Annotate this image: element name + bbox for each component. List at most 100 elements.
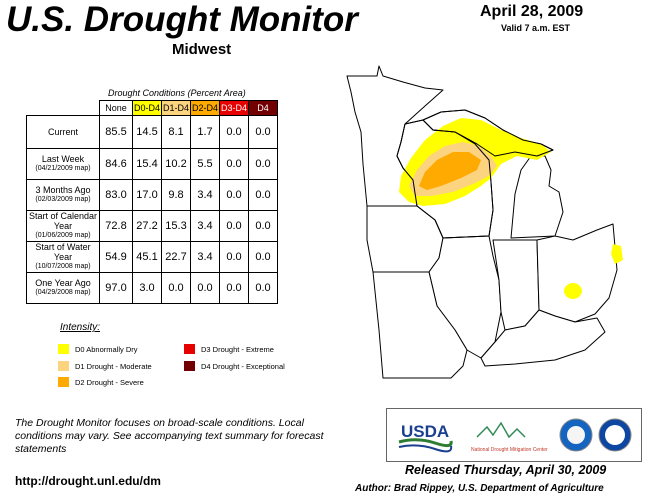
table-cell: 3.4 [190, 179, 220, 211]
row-sublabel: (10/07/2008 map) [35, 263, 91, 270]
row-label-text: Current [47, 127, 78, 137]
commerce-seal-inner [567, 426, 585, 444]
row-sublabel: (02/03/2009 map) [35, 196, 91, 203]
table-cell: 0.0 [219, 241, 249, 273]
column-header: D2-D4 [190, 100, 220, 116]
drought-area-ohio-d0 [611, 244, 623, 264]
table-cell: 9.8 [161, 179, 191, 211]
table-cell: 0.0 [219, 210, 249, 242]
table-cell: 0.0 [248, 272, 278, 304]
table-cell: 15.4 [132, 148, 162, 180]
table-cell: 0.0 [219, 148, 249, 180]
row-label: 3 Months Ago (02/03/2009 map) [26, 179, 100, 211]
table-cell: 0.0 [190, 272, 220, 304]
agency-logos: USDA National Drought Mitigation Center [386, 408, 642, 462]
row-label: Start of Calendar Year (01/06/2009 map) [26, 210, 100, 242]
table-body: Current 85.5 14.5 8.1 1.7 0.0 0.0 Last Week (04/… [26, 115, 278, 304]
legend-swatch [184, 344, 195, 354]
legend-label: D3 Drought - Extreme [201, 344, 274, 354]
table-cell: 45.1 [132, 241, 162, 273]
table-cell: 85.5 [99, 115, 133, 149]
state-ohio [536, 223, 618, 323]
row-sublabel: (04/29/2008 map) [35, 289, 91, 296]
row-label-text: Start of Calendar Year [28, 211, 98, 231]
legend-swatch [184, 361, 195, 371]
row-label: Current [26, 115, 100, 149]
disclaimer-note: The Drought Monitor focuses on broad-sca… [15, 417, 324, 455]
legend-item-d2: D2 Drought - Severe [58, 377, 144, 387]
map-date: April 28, 2009 [480, 3, 584, 20]
legend-swatch [58, 361, 69, 371]
website-link[interactable]: http://drought.unl.edu/dm [15, 474, 161, 488]
row-label-text: One Year Ago [35, 278, 91, 288]
table-cell: 0.0 [248, 115, 278, 149]
usda-swoosh-2 [398, 444, 453, 453]
author-line: Author: Brad Rippey, U.S. Department of … [355, 483, 604, 494]
table-cell: 14.5 [132, 115, 162, 149]
table-cell: 27.2 [132, 210, 162, 242]
table-cell: 97.0 [99, 272, 133, 304]
table-cell: 1.7 [190, 115, 220, 149]
table-cell: 0.0 [219, 272, 249, 304]
table-row: Current 85.5 14.5 8.1 1.7 0.0 0.0 [26, 115, 278, 149]
table-caption: Drought Conditions (Percent Area) [108, 88, 246, 98]
drought-conditions-table: None D0-D4 D1-D4 D2-D4 D3-D4 D4 Current 8… [26, 100, 278, 304]
table-cell: 17.0 [132, 179, 162, 211]
legend-label: D4 Drought - Exceptional [201, 361, 285, 371]
usda-swoosh [398, 438, 453, 448]
legend-title: Intensity: [60, 322, 101, 333]
ndmc-logo: National Drought Mitigation Center [471, 447, 548, 453]
table-cell: 3.0 [132, 272, 162, 304]
table-row: 3 Months Ago (02/03/2009 map) 83.0 17.0 9.8 3… [26, 179, 278, 211]
row-label-text: Start of Water Year [35, 242, 91, 262]
row-label-text: 3 Months Ago [35, 185, 91, 195]
table-row: One Year Ago (04/29/2008 map) 97.0 3.0 0.0 0.… [26, 272, 278, 304]
usda-logo: USDA [401, 422, 449, 441]
logos-graphic: USDA National Drought Mitigation Center [398, 417, 632, 453]
table-cell: 0.0 [161, 272, 191, 304]
legend-swatch [58, 344, 69, 354]
row-label: One Year Ago (04/29/2008 map) [26, 272, 100, 304]
legend-label: D0 Abnormally Dry [75, 344, 138, 354]
table-cell: 0.0 [248, 148, 278, 180]
table-row: Start of Calendar Year (01/06/2009 map) 72… [26, 210, 278, 242]
table-cell: 3.4 [190, 241, 220, 273]
table-cell: 84.6 [99, 148, 133, 180]
table-cell: 54.9 [99, 241, 133, 273]
row-label: Start of Water Year (10/07/2008 map) [26, 241, 100, 273]
column-header: None [99, 100, 133, 116]
legend-swatch [58, 377, 69, 387]
row-sublabel: (01/06/2009 map) [35, 232, 91, 239]
table-cell: 15.3 [161, 210, 191, 242]
noaa-seal-inner [605, 425, 625, 445]
row-label-text: Last Week [41, 154, 85, 164]
table-row: Last Week (04/21/2009 map) 84.6 15.4 10.2 5.5… [26, 148, 278, 180]
column-header: D3-D4 [219, 100, 249, 116]
drought-area-d2 [419, 152, 481, 190]
table-cell: 8.1 [161, 115, 191, 149]
column-header: D1-D4 [161, 100, 191, 116]
release-date: Released Thursday, April 30, 2009 [405, 463, 607, 477]
table-cell: 22.7 [161, 241, 191, 273]
legend-item-d1: D1 Drought - Moderate [58, 361, 152, 371]
table-cell: 10.2 [161, 148, 191, 180]
legend-item-d4: D4 Drought - Exceptional [184, 361, 285, 371]
column-header: D0-D4 [132, 100, 162, 116]
column-header: D4 [248, 100, 278, 116]
row-label: Last Week (04/21/2009 map) [26, 148, 100, 180]
midwest-drought-map [346, 65, 623, 379]
table-row: Start of Water Year (10/07/2008 map) 54.9 4… [26, 241, 278, 273]
valid-time: Valid 7 a.m. EST [501, 23, 571, 33]
table-cell: 0.0 [248, 241, 278, 273]
legend-label: D2 Drought - Severe [75, 377, 144, 387]
state-kentucky [480, 309, 606, 367]
table-cell: 0.0 [248, 179, 278, 211]
row-sublabel: (04/21/2009 map) [35, 165, 91, 172]
table-cell: 83.0 [99, 179, 133, 211]
table-cell: 0.0 [219, 179, 249, 211]
table-cell: 3.4 [190, 210, 220, 242]
map-title: U.S. Drought Monitor [6, 0, 358, 39]
table-corner [27, 101, 100, 116]
table-cell: 5.5 [190, 148, 220, 180]
table-header-row: None D0-D4 D1-D4 D2-D4 D3-D4 D4 [27, 100, 278, 116]
